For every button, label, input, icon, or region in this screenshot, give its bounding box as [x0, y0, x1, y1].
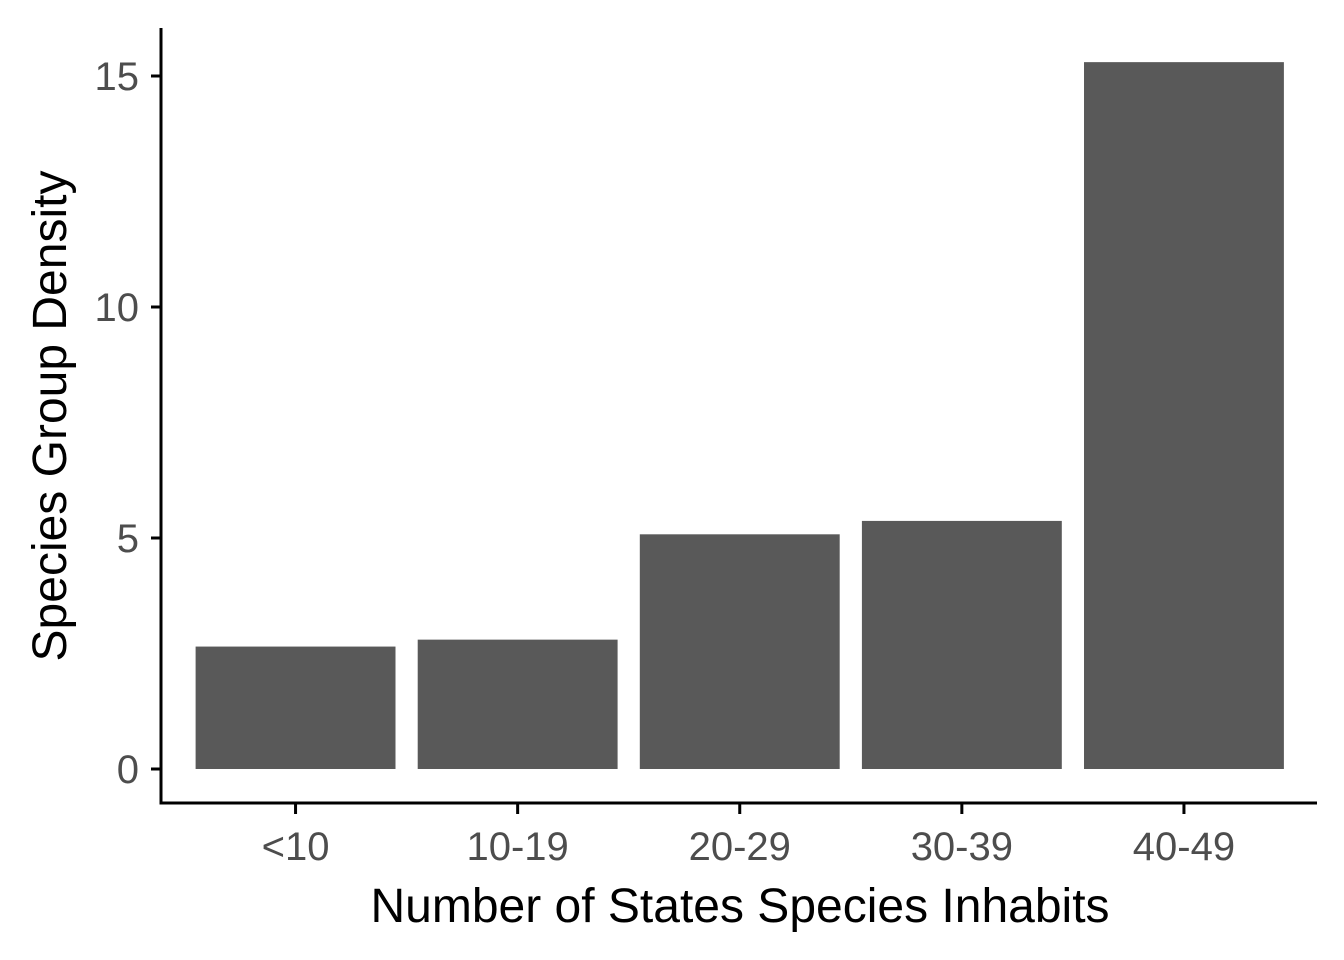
y-tick-label-2: 10	[95, 286, 140, 330]
y-tick-label-1: 5	[117, 517, 139, 561]
x-axis-title: Number of States Species Inhabits	[370, 880, 1109, 933]
x-tick-label-3: 30-39	[911, 825, 1013, 869]
bar-0	[195, 646, 396, 769]
x-tick-label-0: <10	[262, 825, 330, 869]
y-axis-title: Species Group Density	[24, 171, 77, 662]
bar-2	[639, 534, 840, 769]
bar-1	[417, 639, 618, 769]
bars-layer	[195, 62, 1284, 769]
x-tick-label-1: 10-19	[466, 825, 568, 869]
x-tick-label-4: 40-49	[1133, 825, 1235, 869]
y-tick-label-3: 15	[95, 55, 140, 99]
bar-3	[861, 520, 1062, 769]
y-tick-label-0: 0	[117, 748, 139, 792]
y-ticks: 0 5 10 15	[95, 55, 161, 792]
x-ticks: <10 10-19 20-29 30-39 40-49	[262, 803, 1235, 869]
x-tick-label-2: 20-29	[689, 825, 791, 869]
bar-4	[1084, 62, 1284, 769]
